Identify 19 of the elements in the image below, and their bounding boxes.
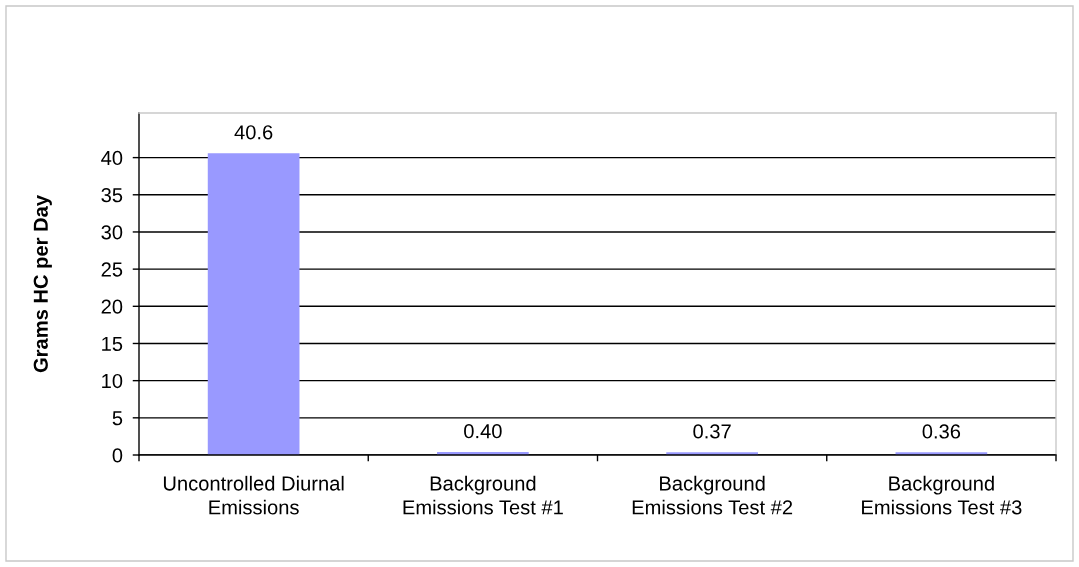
y-tick-label: 25 [101,262,123,277]
y-tick-label: 20 [101,299,123,314]
y-tick-label: 30 [101,225,123,240]
x-tick-label: Background Emissions Test #3 [862,475,1022,515]
y-tick-label: 0 [112,448,123,463]
data-label: 0.37 [693,424,731,439]
y-tick-label: 35 [101,188,123,203]
data-label: 0.36 [922,424,961,439]
data-label: 40.6 [234,125,273,140]
y-tick-label: 10 [102,373,123,389]
x-tick-label: Uncontrolled Diurnal Emissions [163,475,344,515]
y-tick-label: 5 [112,411,123,426]
y-tick-label: 40 [101,150,123,166]
x-tick-label: Background Emissions Test #2 [632,475,793,515]
bar [207,153,300,455]
y-axis-title: Grams HC per Day [33,195,52,373]
x-tick-label: Background Emissions Test #1 [403,475,563,515]
data-label: 0.40 [464,424,502,439]
y-tick-label: 15 [102,336,123,351]
